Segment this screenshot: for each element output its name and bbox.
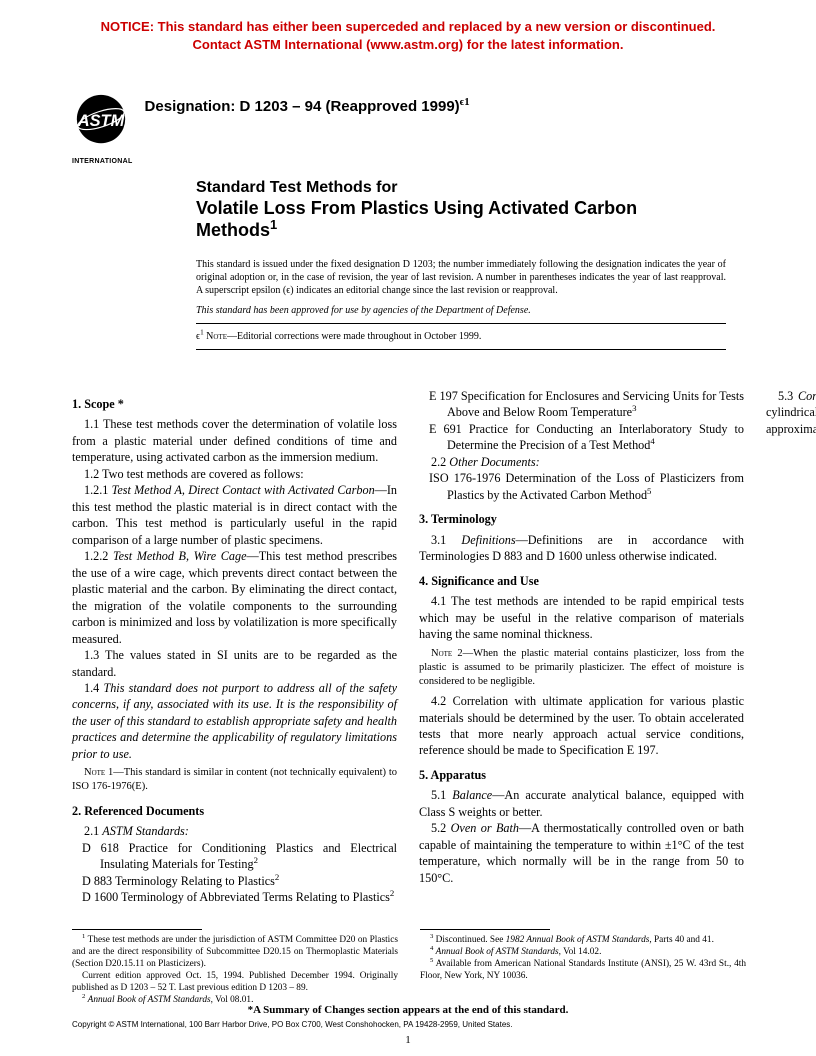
ref-d618: D 618 Practice for Conditioning Plastics… — [72, 840, 397, 873]
sec1-head: 1. Scope * — [72, 396, 397, 412]
footnote-5: 5 Available from American National Stand… — [420, 958, 746, 982]
astm-logo: ASTM INTERNATIONAL — [72, 93, 133, 166]
intro-divider — [196, 323, 726, 324]
notice-line1: NOTICE: This standard has either been su… — [101, 19, 716, 34]
epsilon-note: ϵ1 Note—Editorial corrections were made … — [196, 330, 726, 343]
intro-block: This standard is issued under the fixed … — [196, 258, 726, 356]
sec1-p14: 1.4 This standard does not purport to ad… — [72, 680, 397, 762]
sec1-p13: 1.3 The values stated in SI units are to… — [72, 647, 397, 680]
sec4-head: 4. Significance and Use — [419, 573, 744, 589]
sec2-p22: 2.2 Other Documents: — [419, 454, 744, 470]
footnote-1: 1 These test methods are under the juris… — [72, 934, 398, 970]
body-columns: 1. Scope * 1.1 These test methods cover … — [72, 388, 744, 916]
sec1-p121: 1.2.1 Test Method A, Direct Contact with… — [72, 482, 397, 548]
intro-p2: This standard has been approved for use … — [196, 304, 726, 317]
copyright: Copyright © ASTM International, 100 Barr… — [72, 1020, 513, 1031]
title-block: Standard Test Methods for Volatile Loss … — [196, 178, 726, 242]
sec3-head: 3. Terminology — [419, 511, 744, 527]
sec4-note2: Note 2—When the plastic material contain… — [419, 647, 744, 690]
ref-d1600: D 1600 Terminology of Abbreviated Terms … — [72, 889, 397, 905]
summary-changes-line: *A Summary of Changes section appears at… — [0, 1003, 816, 1018]
footnote-3: 3 Discontinued. See 1982 Annual Book of … — [420, 934, 746, 946]
svg-text:ASTM: ASTM — [77, 112, 125, 130]
intro-divider-2 — [196, 349, 726, 350]
designation: Designation: D 1203 – 94 (Reapproved 199… — [145, 97, 470, 117]
logo-international-text: INTERNATIONAL — [72, 157, 133, 166]
sec1-p11: 1.1 These test methods cover the determi… — [72, 416, 397, 465]
footnote-rule-right — [420, 929, 550, 930]
sec2-head: 2. Referenced Documents — [72, 803, 397, 819]
sec4-p41: 4.1 The test methods are intended to be … — [419, 593, 744, 642]
sec5-p53: 5.3 Containers—Metal cans or wide-mouth … — [766, 388, 816, 437]
notice-banner: NOTICE: This standard has either been su… — [0, 18, 816, 53]
footnote-rule-left — [72, 929, 202, 930]
footnotes-left: 1 These test methods are under the juris… — [72, 934, 398, 1006]
sec2-p21: 2.1 ASTM Standards: — [72, 823, 397, 839]
title-line1: Standard Test Methods for — [196, 178, 726, 198]
notice-line2: Contact ASTM International (www.astm.org… — [193, 37, 624, 52]
footnote-4: 4 Annual Book of ASTM Standards, Vol 14.… — [420, 946, 746, 958]
ref-e691: E 691 Practice for Conducting an Interla… — [419, 421, 744, 454]
sec1-p12: 1.2 Two test methods are covered as foll… — [72, 466, 397, 482]
sec3-p31: 3.1 Definitions—Definitions are in accor… — [419, 532, 744, 565]
sec5-p51: 5.1 Balance—An accurate analytical balan… — [419, 787, 744, 820]
sec5-p52: 5.2 Oven or Bath—A thermostatically cont… — [419, 820, 744, 886]
sec1-note1: Note 1—This standard is similar in conte… — [72, 766, 397, 794]
sec5-head: 5. Apparatus — [419, 767, 744, 783]
title-line2: Volatile Loss From Plastics Using Activa… — [196, 198, 726, 242]
sec4-p42: 4.2 Correlation with ultimate applicatio… — [419, 693, 744, 759]
ref-d883: D 883 Terminology Relating to Plastics2 — [72, 873, 397, 889]
sec1-p122: 1.2.2 Test Method B, Wire Cage—This test… — [72, 548, 397, 647]
ref-e197: E 197 Specification for Enclosures and S… — [419, 388, 744, 421]
intro-p1: This standard is issued under the fixed … — [196, 258, 726, 298]
footnotes-right: 3 Discontinued. See 1982 Annual Book of … — [420, 934, 746, 982]
ref-iso: ISO 176-1976 Determination of the Loss o… — [419, 470, 744, 503]
page-number: 1 — [0, 1033, 816, 1048]
header-logo-block: ASTM INTERNATIONAL Designation: D 1203 –… — [72, 93, 470, 166]
footnote-1b: Current edition approved Oct. 15, 1994. … — [72, 970, 398, 994]
